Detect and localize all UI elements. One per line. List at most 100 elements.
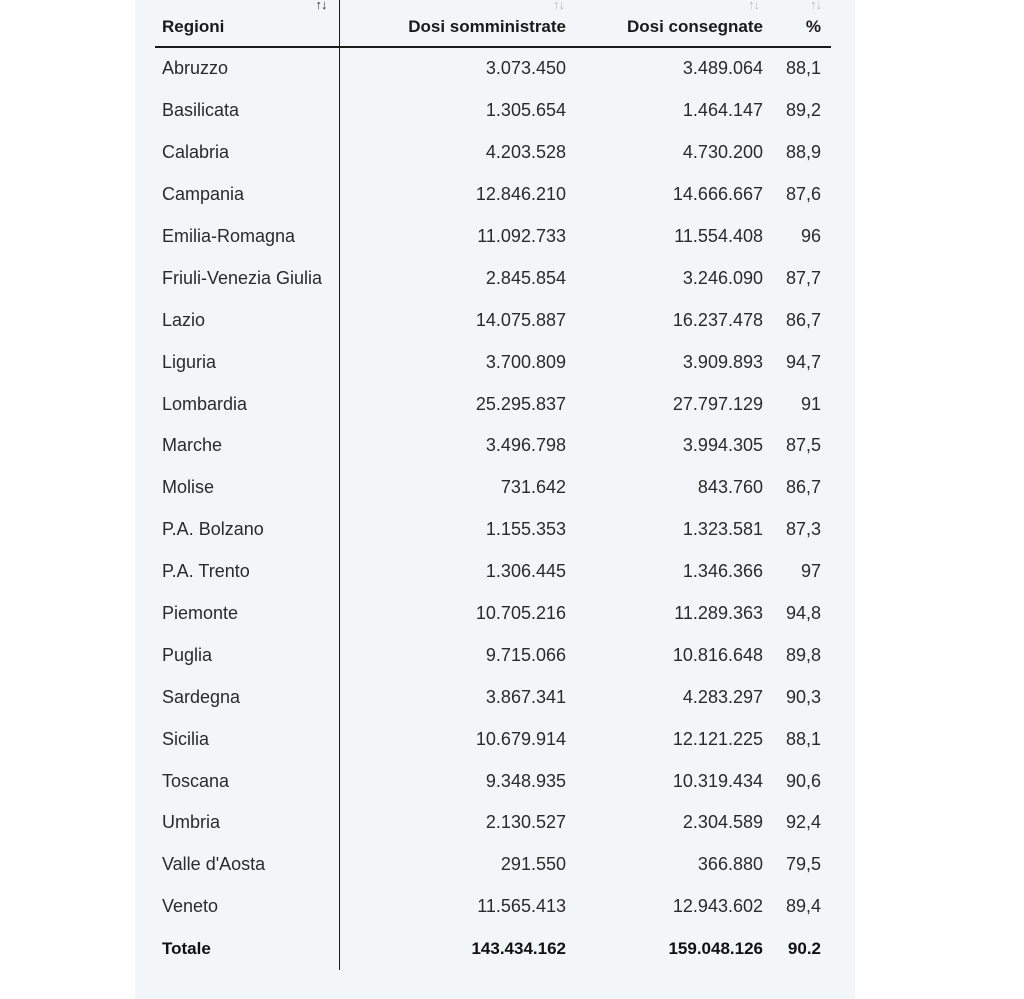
region-cell: Toscana (155, 760, 340, 803)
header-row: ↑↓ Regioni ↑↓ Dosi somministrate ↑↓ Dosi… (155, 0, 831, 48)
region-cell: Emilia-Romagna (155, 215, 340, 258)
delivered-cell: 1.323.581 (682, 519, 763, 540)
administered-cell: 12.846.210 (475, 184, 566, 205)
table-row: Sardegna 3.867.341 4.283.297 90,3 (155, 676, 831, 719)
region-cell: Friuli-Venezia Giulia (155, 257, 340, 300)
total-delivered-cell: 159.048.126 (668, 938, 763, 958)
administered-cell: 14.075.887 (475, 309, 566, 330)
region-cell: Basilicata (155, 89, 340, 132)
table-row: Lombardia 25.295.837 27.797.129 91 (155, 383, 831, 426)
delivered-cell: 4.283.297 (682, 686, 763, 707)
delivered-cell: 16.237.478 (672, 309, 763, 330)
delivered-cell: 10.816.648 (672, 644, 763, 665)
region-cell: P.A. Trento (155, 550, 340, 593)
administered-cell: 1.306.445 (485, 561, 566, 582)
region-cell: Sardegna (155, 676, 340, 719)
region-cell: Umbria (155, 802, 340, 844)
delivered-cell: 11.289.363 (674, 603, 763, 624)
table-row: Campania 12.846.210 14.666.667 87,6 (155, 173, 831, 216)
percent-cell: 88,1 (785, 58, 821, 79)
table-row: Valle d'Aosta 291.550 366.880 79,5 (155, 843, 831, 886)
delivered-cell: 3.246.090 (682, 267, 763, 288)
administered-cell: 11.565.413 (477, 896, 566, 917)
percent-cell: 94,7 (785, 351, 821, 372)
administered-cell: 11.092.733 (477, 226, 566, 246)
administered-cell: 3.496.798 (485, 435, 566, 456)
region-cell: Sicilia (155, 718, 340, 761)
administered-cell: 4.203.528 (485, 142, 566, 163)
table-row: P.A. Trento 1.306.445 1.346.366 97 (155, 550, 831, 593)
percent-cell: 89,2 (785, 100, 821, 121)
region-cell: Lombardia (155, 383, 340, 426)
delivered-cell: 10.319.434 (672, 770, 763, 791)
table-row: Puglia 9.715.066 10.816.648 89,8 (155, 634, 831, 677)
delivered-cell: 3.909.893 (682, 351, 763, 372)
region-cell: Campania (155, 173, 340, 216)
delivered-cell: 3.994.305 (682, 435, 763, 456)
column-header-dosi-consegnate[interactable]: ↑↓ Dosi consegnate (566, 0, 763, 48)
region-cell: Lazio (155, 299, 340, 342)
region-cell: Veneto (155, 885, 340, 928)
percent-cell: 87,5 (785, 435, 821, 456)
region-cell: Puglia (155, 634, 340, 677)
table-row: Calabria 4.203.528 4.730.200 88,9 (155, 131, 831, 174)
region-cell: Molise (155, 466, 340, 509)
delivered-cell: 2.304.589 (682, 812, 763, 833)
column-header-percent[interactable]: ↑↓ % (763, 0, 831, 48)
table-row: Liguria 3.700.809 3.909.893 94,7 (155, 341, 831, 384)
percent-cell: 96 (800, 226, 821, 246)
total-label: Totale (155, 927, 340, 970)
percent-cell: 89,8 (785, 644, 821, 665)
table-row: P.A. Bolzano 1.155.353 1.323.581 87,3 (155, 508, 831, 551)
table-row: Veneto 11.565.413 12.943.602 89,4 (155, 885, 831, 928)
delivered-cell: 12.943.602 (672, 896, 763, 917)
region-cell: Marche (155, 425, 340, 467)
region-cell: Liguria (155, 341, 340, 384)
percent-cell: 88,9 (785, 142, 821, 163)
percent-cell: 90,6 (785, 770, 821, 791)
region-cell: Valle d'Aosta (155, 843, 340, 886)
percent-cell: 97 (800, 561, 821, 582)
percent-cell: 92,4 (785, 812, 821, 833)
table-row: Marche 3.496.798 3.994.305 87,5 (155, 425, 831, 467)
total-row: Totale 143.434.162 159.048.126 90.2 (155, 927, 831, 970)
delivered-cell: 843.760 (697, 477, 763, 498)
sort-icon[interactable]: ↑↓ (553, 0, 565, 12)
delivered-cell: 12.121.225 (672, 728, 763, 749)
percent-cell: 94,8 (785, 603, 821, 624)
delivered-cell: 3.489.064 (682, 58, 763, 79)
sort-icon[interactable]: ↑↓ (748, 0, 760, 12)
administered-cell: 3.073.450 (485, 58, 566, 79)
sort-icon[interactable]: ↑↓ (315, 0, 328, 12)
administered-cell: 731.642 (500, 477, 566, 498)
administered-cell: 9.348.935 (485, 770, 566, 791)
table-row: Emilia-Romagna 11.092.733 11.554.408 96 (155, 215, 831, 258)
percent-cell: 87,3 (785, 519, 821, 540)
administered-cell: 1.155.353 (485, 519, 566, 540)
column-header-dosi-somministrate[interactable]: ↑↓ Dosi somministrate (339, 0, 566, 48)
administered-cell: 291.550 (500, 854, 566, 875)
table-body: Abruzzo 3.073.450 3.489.064 88,1 Basilicata… (155, 47, 831, 970)
percent-cell: 87,7 (785, 267, 821, 288)
table-row: Toscana 9.348.935 10.319.434 90,6 (155, 760, 831, 803)
table-row: Umbria 2.130.527 2.304.589 92,4 (155, 802, 831, 844)
delivered-cell: 11.554.408 (674, 226, 763, 246)
region-cell: Calabria (155, 131, 340, 174)
sort-icon[interactable]: ↑↓ (810, 0, 822, 12)
region-cell: P.A. Bolzano (155, 508, 340, 551)
table-row: Lazio 14.075.887 16.237.478 86,7 (155, 299, 831, 342)
percent-cell: 87,6 (785, 184, 821, 205)
table-row: Abruzzo 3.073.450 3.489.064 88,1 (155, 47, 831, 90)
percent-cell: 86,7 (785, 477, 821, 498)
administered-cell: 2.845.854 (485, 267, 566, 288)
delivered-cell: 4.730.200 (682, 142, 763, 163)
administered-cell: 1.305.654 (485, 100, 566, 121)
column-header-regioni[interactable]: ↑↓ Regioni (155, 0, 340, 48)
percent-cell: 89,4 (785, 896, 821, 917)
administered-cell: 9.715.066 (485, 644, 566, 665)
administered-cell: 3.867.341 (485, 686, 566, 707)
delivered-cell: 1.346.366 (682, 561, 763, 582)
delivered-cell: 1.464.147 (682, 100, 763, 121)
table-row: Basilicata 1.305.654 1.464.147 89,2 (155, 89, 831, 132)
delivered-cell: 366.880 (697, 854, 763, 875)
